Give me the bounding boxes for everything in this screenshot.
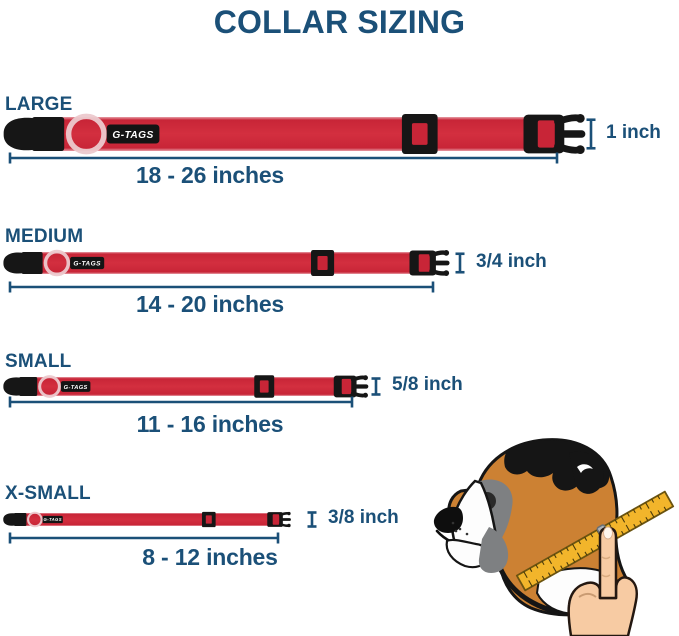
collar-brand-tag <box>70 256 105 270</box>
measuring-tape <box>515 490 675 592</box>
width-label-small: 5/8 inch <box>392 374 463 395</box>
length-measure-line-large <box>8 152 559 164</box>
collar-buckle-male <box>21 252 43 274</box>
size-label-medium: MEDIUM <box>5 226 84 247</box>
width-label-medium: 3/4 inch <box>476 251 547 272</box>
length-range-medium: 14 - 20 inches <box>135 291 285 317</box>
thumb-crease <box>578 593 597 598</box>
length-range-small: 11 - 16 inches <box>136 411 284 437</box>
page-title: COLLAR SIZING <box>213 4 466 40</box>
size-label-small: SMALL <box>5 351 72 372</box>
collar-d-ring <box>38 375 61 398</box>
length-measure-line-small <box>8 396 354 408</box>
collar-buckle-male <box>14 513 27 526</box>
collar-diagram-large: G-TAGS <box>3 113 596 164</box>
width-measure-marker-large <box>586 118 596 150</box>
finger-creases <box>601 556 611 578</box>
collar-d-ring <box>27 511 43 528</box>
hand <box>567 526 638 636</box>
collar-brand-label: G-TAGS <box>44 517 62 522</box>
collar-buckle-male <box>31 117 65 151</box>
collar-brand-label: G-TAGS <box>73 261 101 268</box>
collar-brand-label: G-TAGS <box>112 130 153 141</box>
width-measure-marker-small <box>371 377 381 396</box>
collar-buckle-male <box>19 377 38 396</box>
collar-brand-label: G-TAGS <box>64 385 88 391</box>
dog-ear-highlight <box>577 464 593 473</box>
collar-d-ring <box>65 113 107 155</box>
collar-d-ring <box>43 249 71 277</box>
collar-diagram-medium: G-TAGS <box>3 249 465 293</box>
length-range-large: 18 - 26 inches <box>135 162 285 188</box>
length-measure-line-medium <box>8 281 435 293</box>
size-label-xsmall: X-SMALL <box>5 483 91 504</box>
dog-whisker-dots <box>451 521 469 536</box>
fingernail <box>603 526 613 540</box>
width-label-large: 1 inch <box>606 122 661 143</box>
dog-nose <box>433 506 463 533</box>
collar-brand-tag <box>42 515 63 524</box>
collar-brand-tag <box>60 381 91 392</box>
dog-measuring-illustration <box>433 438 675 636</box>
dog-ear <box>569 451 604 494</box>
collar-brand-tag <box>106 124 160 144</box>
collar-diagram-xsmall: G-TAGS <box>3 511 317 544</box>
width-measure-marker-xsmall <box>307 511 317 528</box>
width-measure-marker-medium <box>455 252 465 274</box>
size-label-large: LARGE <box>5 94 73 115</box>
collar-diagram-small: G-TAGS <box>3 375 381 408</box>
width-label-xsmall: 3/8 inch <box>328 507 399 528</box>
length-range-xsmall: 8 - 12 inches <box>142 544 278 570</box>
length-measure-line-xsmall <box>8 532 280 544</box>
dog-jowl <box>478 527 509 573</box>
